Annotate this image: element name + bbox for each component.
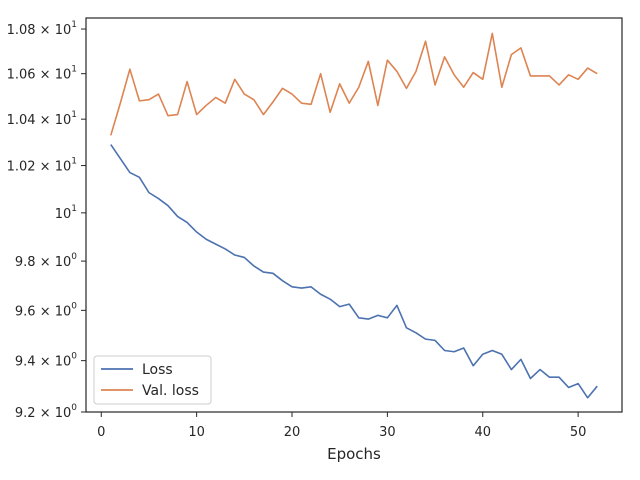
legend-label-val-loss: Val. loss [142, 383, 199, 399]
y-tick-label: 101 [55, 204, 77, 222]
legend-label-loss: Loss [142, 362, 173, 378]
y-tick-label: 9.2 × 100 [15, 403, 77, 421]
plot-background [86, 18, 622, 412]
series-layer [110, 32, 598, 399]
y-tick-label: 1.02 × 101 [7, 157, 77, 175]
y-tick-label: 1.08 × 101 [7, 20, 77, 38]
y-tick-label: 9.4 × 100 [15, 352, 77, 370]
series-line-val-loss [110, 32, 598, 136]
series-line-loss [110, 144, 598, 399]
x-axis: 0 10 20 30 40 50 [97, 412, 586, 440]
legend-box [93, 355, 212, 405]
x-tick-label: 0 [97, 425, 105, 440]
x-tick-label: 40 [474, 425, 491, 440]
x-tick-label: 30 [379, 425, 396, 440]
x-axis-title: Epochs [327, 445, 381, 463]
plot-frame [85, 17, 623, 413]
x-tick-label: 20 [284, 425, 301, 440]
legend: Loss Val. loss [93, 355, 212, 405]
y-axis: 9.2 × 100 9.4 × 100 9.6 × 100 9.8 × 100 101 1… [7, 20, 86, 421]
x-tick-label: 50 [570, 425, 587, 440]
y-tick-label: 1.04 × 101 [7, 110, 77, 128]
x-tick-label: 10 [188, 425, 205, 440]
y-tick-label: 1.06 × 101 [7, 65, 77, 83]
y-tick-label: 9.6 × 100 [15, 301, 77, 319]
y-tick-label: 9.8 × 100 [15, 252, 77, 270]
